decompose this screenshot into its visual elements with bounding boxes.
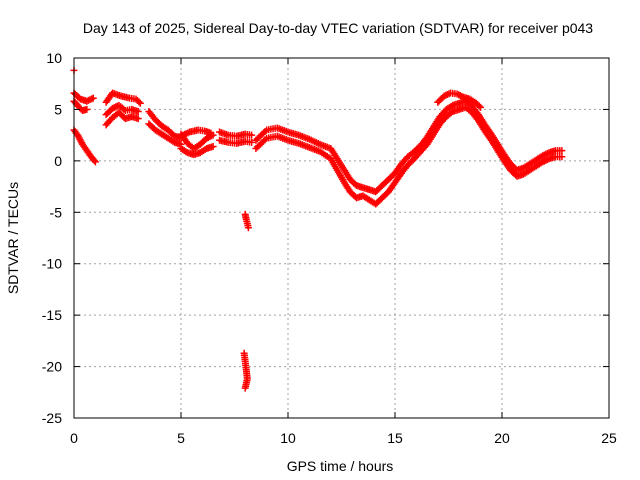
x-tick-label: 0 <box>70 430 78 446</box>
data-point-marker <box>89 94 97 102</box>
axis-ticks <box>73 57 610 419</box>
data-point-marker <box>558 153 566 161</box>
data-point-marker <box>477 103 485 111</box>
data-point-marker <box>83 105 91 113</box>
y-tick-label: 10 <box>46 50 62 66</box>
data-point-marker <box>134 107 142 115</box>
y-tick-label: 0 <box>54 153 62 169</box>
data-point-marker <box>558 147 566 155</box>
data-point-marker <box>241 384 249 392</box>
data-point-marker <box>248 131 256 139</box>
data-point-marker <box>248 138 256 146</box>
y-tick-label: 5 <box>54 101 62 117</box>
x-tick-labels: 0 5 10 15 20 25 <box>70 430 617 446</box>
x-tick-label: 5 <box>177 430 185 446</box>
data-point-marker <box>244 224 252 232</box>
data-point-marker <box>135 98 143 106</box>
y-tick-label: -25 <box>42 410 62 426</box>
data-point-marker <box>134 115 142 123</box>
x-tick-label: 20 <box>494 430 510 446</box>
y-tick-label: -15 <box>42 307 62 323</box>
y-axis-label: SDTVAR / TECUs <box>5 182 21 294</box>
y-tick-label: -5 <box>50 204 63 220</box>
data-point-marker <box>91 158 99 166</box>
x-tick-label: 25 <box>601 430 617 446</box>
data-point-marker <box>90 157 98 165</box>
plot-frame <box>73 57 610 419</box>
x-tick-label: 10 <box>280 430 296 446</box>
data-point-marker <box>209 142 217 150</box>
chart-title: Day 143 of 2025, Sidereal Day-to-day VTE… <box>83 20 593 36</box>
data-point-marker <box>261 127 269 135</box>
data-point-marker <box>207 129 215 137</box>
x-axis-label: GPS time / hours <box>287 458 394 474</box>
y-tick-label: -10 <box>42 256 62 272</box>
data-points <box>70 66 566 392</box>
x-tick-label: 15 <box>387 430 403 446</box>
grid-lines <box>74 58 609 418</box>
data-point-marker <box>136 99 144 107</box>
y-tick-labels: -25 -20 -15 -10 -5 0 5 10 <box>42 50 62 426</box>
y-tick-label: -20 <box>42 359 62 375</box>
data-point-marker <box>261 136 269 144</box>
data-point-marker <box>475 102 483 110</box>
